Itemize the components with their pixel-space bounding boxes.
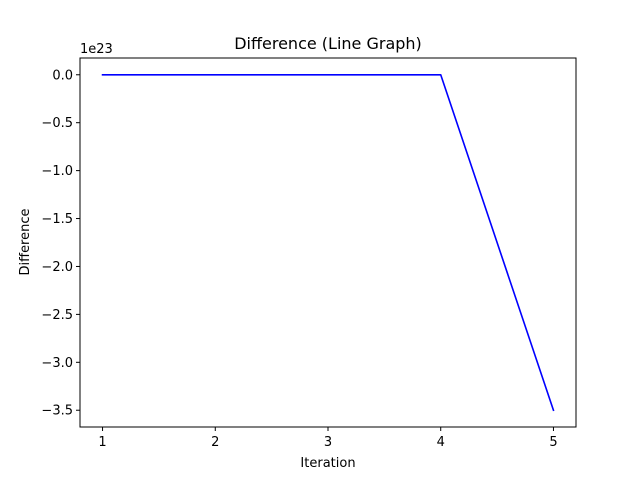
x-tick-label: 3 — [324, 435, 332, 450]
y-offset-label: 1e23 — [80, 42, 113, 57]
series-line-0 — [101, 73, 555, 412]
y-axis-label: Difference — [18, 208, 33, 275]
chart-title: Difference (Line Graph) — [234, 34, 422, 53]
x-tick-label: 1 — [98, 435, 106, 450]
x-axis-label: Iteration — [300, 456, 355, 471]
x-tick-label: 2 — [211, 435, 219, 450]
y-tick-label: −3.5 — [41, 404, 73, 419]
x-tick-label: 5 — [549, 435, 557, 450]
y-tick-label: −1.5 — [41, 212, 73, 227]
y-tick-label: −2.0 — [41, 260, 73, 275]
y-tick-label: −3.0 — [41, 356, 73, 371]
plot-area: 1 2 3 4 5 0.0 −0.5 −1.0 −1.5 −2.0 −2.5 −3.0 −3.5 — [41, 57, 577, 450]
y-tick-label: −2.5 — [41, 308, 73, 323]
y-tick-label: −1.0 — [41, 164, 73, 179]
y-tick-label: −0.5 — [41, 116, 73, 131]
x-tick-label: 4 — [437, 435, 445, 450]
y-tick-label: 0.0 — [52, 68, 73, 83]
